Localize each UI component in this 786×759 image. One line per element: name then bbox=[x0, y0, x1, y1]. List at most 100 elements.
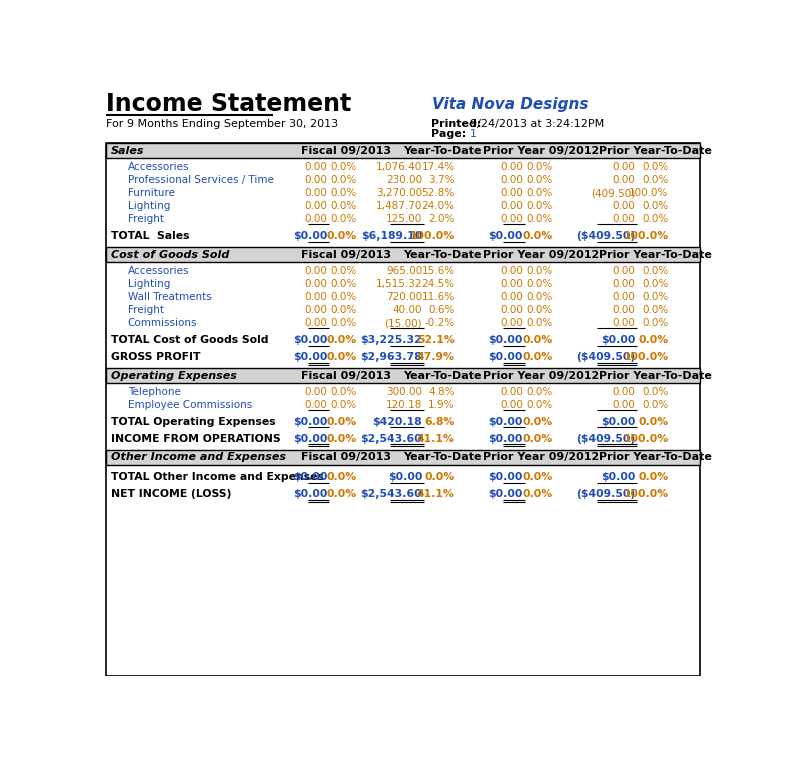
Text: 0.00: 0.00 bbox=[612, 266, 635, 276]
Text: 0.0%: 0.0% bbox=[642, 175, 669, 185]
Text: $6,189.10: $6,189.10 bbox=[361, 231, 422, 241]
Text: Freight: Freight bbox=[127, 305, 163, 315]
Text: 1: 1 bbox=[470, 129, 477, 139]
Text: 0.00: 0.00 bbox=[500, 266, 523, 276]
Text: GROSS PROFIT: GROSS PROFIT bbox=[111, 352, 200, 362]
Text: 230.00: 230.00 bbox=[386, 175, 422, 185]
Text: 0.0%: 0.0% bbox=[526, 188, 553, 198]
Text: 0.0%: 0.0% bbox=[642, 400, 669, 410]
Text: 0.00: 0.00 bbox=[305, 162, 328, 172]
Text: 0.00: 0.00 bbox=[500, 400, 523, 410]
Text: 0.0%: 0.0% bbox=[526, 400, 553, 410]
Text: Prior Year 09/2012: Prior Year 09/2012 bbox=[483, 370, 600, 380]
Text: Prior Year-To-Date: Prior Year-To-Date bbox=[600, 370, 712, 380]
Text: 965.00: 965.00 bbox=[386, 266, 422, 276]
Text: 100.0%: 100.0% bbox=[623, 489, 669, 499]
Text: 100.0%: 100.0% bbox=[410, 231, 455, 241]
Text: 0.0%: 0.0% bbox=[526, 292, 553, 302]
Text: Year-To-Date: Year-To-Date bbox=[403, 146, 482, 156]
Text: 0.00: 0.00 bbox=[305, 175, 328, 185]
Text: 0.00: 0.00 bbox=[612, 279, 635, 289]
Text: Other Income and Expenses: Other Income and Expenses bbox=[111, 452, 285, 462]
Text: 0.0%: 0.0% bbox=[330, 279, 356, 289]
Text: $0.00: $0.00 bbox=[489, 352, 523, 362]
Text: Cost of Goods Sold: Cost of Goods Sold bbox=[111, 250, 229, 260]
Text: $2,543.60: $2,543.60 bbox=[361, 489, 422, 499]
Text: 100.0%: 100.0% bbox=[623, 352, 669, 362]
Text: 0.0%: 0.0% bbox=[638, 472, 669, 482]
Text: 0.0%: 0.0% bbox=[526, 162, 553, 172]
Text: Furniture: Furniture bbox=[127, 188, 174, 198]
Text: 0.0%: 0.0% bbox=[326, 231, 356, 241]
Text: $0.00: $0.00 bbox=[293, 417, 328, 427]
Text: 0.0%: 0.0% bbox=[526, 214, 553, 225]
Text: Lighting: Lighting bbox=[127, 201, 170, 211]
Text: 0.00: 0.00 bbox=[612, 292, 635, 302]
Text: 0.0%: 0.0% bbox=[642, 387, 669, 397]
Text: 0.00: 0.00 bbox=[500, 188, 523, 198]
Text: 0.0%: 0.0% bbox=[526, 318, 553, 328]
Text: $2,543.60: $2,543.60 bbox=[361, 433, 422, 444]
Text: ($409.50): ($409.50) bbox=[576, 489, 635, 499]
Text: $0.00: $0.00 bbox=[489, 417, 523, 427]
Text: 0.0%: 0.0% bbox=[326, 352, 356, 362]
Text: Fiscal 09/2013: Fiscal 09/2013 bbox=[301, 250, 391, 260]
Text: 0.00: 0.00 bbox=[500, 214, 523, 225]
Text: 100.0%: 100.0% bbox=[623, 433, 669, 444]
Text: 0.0%: 0.0% bbox=[330, 292, 356, 302]
Text: 52.8%: 52.8% bbox=[421, 188, 455, 198]
Text: Page:: Page: bbox=[432, 129, 467, 139]
Text: 0.0%: 0.0% bbox=[326, 489, 356, 499]
Text: Prior Year-To-Date: Prior Year-To-Date bbox=[600, 146, 712, 156]
Bar bbox=[106, 368, 700, 383]
Text: TOTAL Other Income and Expenses: TOTAL Other Income and Expenses bbox=[111, 472, 324, 482]
Text: 0.00: 0.00 bbox=[612, 214, 635, 225]
Text: $0.00: $0.00 bbox=[293, 231, 328, 241]
Text: 0.00: 0.00 bbox=[305, 266, 328, 276]
Text: $420.18: $420.18 bbox=[373, 417, 422, 427]
Text: Accessories: Accessories bbox=[127, 162, 189, 172]
Bar bbox=[106, 450, 700, 465]
Text: Professional Services / Time: Professional Services / Time bbox=[127, 175, 274, 185]
Text: 0.0%: 0.0% bbox=[424, 472, 455, 482]
Text: 0.0%: 0.0% bbox=[522, 231, 553, 241]
Text: 1.9%: 1.9% bbox=[428, 400, 455, 410]
Text: 0.00: 0.00 bbox=[305, 279, 328, 289]
Text: 100.0%: 100.0% bbox=[630, 188, 669, 198]
Text: 0.0%: 0.0% bbox=[330, 400, 356, 410]
Text: 0.0%: 0.0% bbox=[522, 433, 553, 444]
Text: For 9 Months Ending September 30, 2013: For 9 Months Ending September 30, 2013 bbox=[106, 119, 338, 129]
Text: 0.0%: 0.0% bbox=[330, 318, 356, 328]
Text: 0.00: 0.00 bbox=[305, 214, 328, 225]
Text: 0.0%: 0.0% bbox=[526, 305, 553, 315]
Text: TOTAL Cost of Goods Sold: TOTAL Cost of Goods Sold bbox=[111, 335, 268, 345]
Text: Telephone: Telephone bbox=[127, 387, 181, 397]
Text: 0.0%: 0.0% bbox=[330, 201, 356, 211]
Text: 0.0%: 0.0% bbox=[326, 472, 356, 482]
Text: 0.0%: 0.0% bbox=[526, 175, 553, 185]
Text: 3.7%: 3.7% bbox=[428, 175, 455, 185]
Text: 0.0%: 0.0% bbox=[330, 162, 356, 172]
Text: (409.50): (409.50) bbox=[591, 188, 635, 198]
Text: 40.00: 40.00 bbox=[393, 305, 422, 315]
Text: $0.00: $0.00 bbox=[601, 472, 635, 482]
Text: 0.0%: 0.0% bbox=[522, 417, 553, 427]
Text: (15.00): (15.00) bbox=[384, 318, 422, 328]
Text: 0.0%: 0.0% bbox=[522, 335, 553, 345]
Text: Year-To-Date: Year-To-Date bbox=[403, 452, 482, 462]
Text: 0.0%: 0.0% bbox=[526, 201, 553, 211]
Text: 0.6%: 0.6% bbox=[428, 305, 455, 315]
Text: 4.8%: 4.8% bbox=[428, 387, 455, 397]
Text: 0.0%: 0.0% bbox=[522, 472, 553, 482]
Text: TOTAL Operating Expenses: TOTAL Operating Expenses bbox=[111, 417, 275, 427]
Text: 24.5%: 24.5% bbox=[421, 279, 455, 289]
Text: 0.00: 0.00 bbox=[305, 305, 328, 315]
Text: 0.00: 0.00 bbox=[500, 162, 523, 172]
Text: $0.00: $0.00 bbox=[293, 352, 328, 362]
Text: 0.00: 0.00 bbox=[612, 400, 635, 410]
Bar bbox=[106, 247, 700, 262]
Text: 100.0%: 100.0% bbox=[623, 231, 669, 241]
Text: 1,487.70: 1,487.70 bbox=[376, 201, 422, 211]
Text: 0.0%: 0.0% bbox=[526, 266, 553, 276]
Text: Fiscal 09/2013: Fiscal 09/2013 bbox=[301, 452, 391, 462]
